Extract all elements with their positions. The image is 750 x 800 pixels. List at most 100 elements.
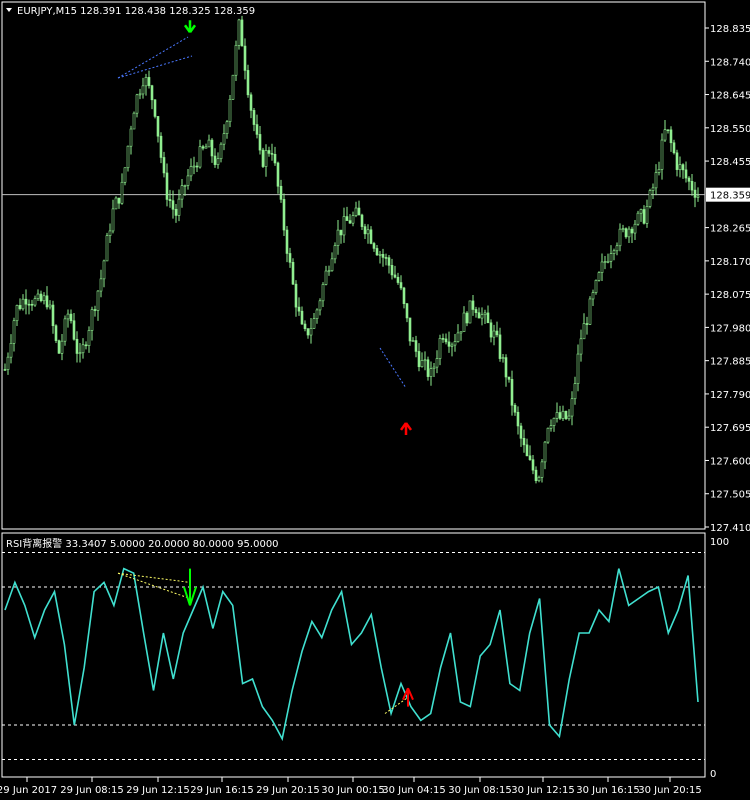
candle-body bbox=[603, 261, 607, 263]
candle-body bbox=[564, 410, 568, 420]
candle-body bbox=[237, 19, 241, 46]
candle-body bbox=[366, 229, 370, 235]
candle-body bbox=[198, 146, 202, 168]
candle-body bbox=[462, 312, 466, 332]
candle-body bbox=[534, 469, 538, 482]
candle-body bbox=[555, 412, 559, 419]
candle-body bbox=[444, 338, 448, 343]
candle-body bbox=[264, 150, 268, 167]
candle-body bbox=[669, 129, 673, 144]
candle-body bbox=[282, 199, 286, 231]
y-tick-label: 127.410 bbox=[710, 523, 750, 534]
candle-body bbox=[336, 229, 340, 246]
candle-body bbox=[441, 338, 445, 340]
y-tick-label: 127.505 bbox=[710, 490, 750, 501]
candle-body bbox=[426, 359, 430, 377]
candle-body bbox=[567, 415, 571, 420]
candle-body bbox=[3, 369, 7, 371]
collapse-triangle-icon[interactable] bbox=[6, 8, 12, 12]
candle-body bbox=[327, 270, 331, 273]
y-tick-label: 127.980 bbox=[710, 323, 750, 334]
candle-body bbox=[90, 309, 94, 331]
candle-body bbox=[33, 298, 37, 306]
candle-body bbox=[594, 280, 598, 293]
candle-body bbox=[249, 94, 253, 111]
x-tick-label: 29 Jun 20:15 bbox=[256, 785, 320, 796]
candle-body bbox=[429, 368, 433, 377]
symbol-header: EURJPY,M15 128.391 128.438 128.325 128.3… bbox=[17, 6, 255, 17]
candle-body bbox=[312, 318, 316, 329]
candle-body bbox=[294, 283, 298, 308]
candle-body bbox=[546, 427, 550, 443]
candle-body bbox=[543, 441, 547, 463]
y-tick-label: 127.600 bbox=[710, 456, 750, 467]
candle-body bbox=[504, 357, 508, 378]
x-tick-label: 30 Jun 12:15 bbox=[511, 785, 575, 796]
main-panel-frame bbox=[1, 1, 706, 530]
candle-body bbox=[147, 77, 151, 86]
candle-body bbox=[330, 258, 334, 272]
sell-arrow-icon bbox=[183, 20, 197, 33]
candle-body bbox=[30, 303, 34, 306]
candle-body bbox=[165, 172, 169, 200]
y-tick-label: 127.885 bbox=[710, 357, 750, 368]
candle-body bbox=[276, 162, 280, 187]
candle-body bbox=[273, 154, 277, 164]
candle-body bbox=[291, 262, 295, 285]
candle-body bbox=[252, 110, 256, 125]
candle-body bbox=[582, 323, 586, 340]
x-tick-label: 29 Jun 12:15 bbox=[126, 785, 190, 796]
candle-body bbox=[297, 306, 301, 312]
candle-body bbox=[609, 253, 613, 262]
candle-body bbox=[201, 146, 205, 149]
candle-body bbox=[180, 185, 184, 200]
candle-body bbox=[495, 330, 499, 336]
candle-body bbox=[516, 411, 520, 427]
candle-body bbox=[525, 444, 529, 457]
rsi-tick-top: 100 bbox=[710, 537, 729, 548]
candle-body bbox=[696, 195, 700, 198]
candle-body bbox=[153, 99, 157, 117]
candle-body bbox=[342, 216, 346, 236]
rsi-line bbox=[4, 567, 699, 742]
candle-body bbox=[114, 197, 118, 210]
candle-body bbox=[81, 344, 85, 354]
candle-body bbox=[321, 284, 325, 302]
candle-body bbox=[630, 228, 634, 234]
candle-body bbox=[48, 304, 52, 308]
candle-body bbox=[438, 338, 442, 359]
candle-body bbox=[588, 298, 592, 325]
rsi-divergence-line bbox=[384, 696, 409, 714]
candle-body bbox=[222, 133, 226, 145]
candle-body bbox=[354, 207, 358, 216]
candle-body bbox=[12, 320, 16, 344]
y-tick-label: 128.265 bbox=[710, 224, 750, 235]
candle-body bbox=[693, 189, 697, 198]
y-tick-label: 128.455 bbox=[710, 157, 750, 168]
candle-body bbox=[423, 359, 427, 362]
candle-body bbox=[549, 425, 553, 429]
candle-body bbox=[285, 229, 289, 254]
rsi-tick-bottom: 0 bbox=[710, 769, 716, 780]
candle-body bbox=[270, 153, 274, 155]
candle-body bbox=[84, 344, 88, 347]
candle-body bbox=[558, 412, 562, 419]
candle-body bbox=[498, 334, 502, 359]
x-tick-label: 30 Jun 04:15 bbox=[382, 785, 446, 796]
candle-body bbox=[447, 341, 451, 347]
x-tick-label: 29 Jun 08:15 bbox=[60, 785, 124, 796]
candle-body bbox=[681, 164, 685, 171]
candle-body bbox=[351, 215, 355, 224]
candle-body bbox=[93, 309, 97, 311]
candle-body bbox=[171, 200, 175, 210]
candle-body bbox=[267, 150, 271, 154]
candle-body bbox=[192, 165, 196, 168]
candle-body bbox=[405, 303, 409, 319]
candle-body bbox=[60, 340, 64, 354]
candle-body bbox=[393, 274, 397, 278]
candle-body bbox=[414, 340, 418, 352]
candle-body bbox=[576, 353, 580, 384]
divergence-line bbox=[379, 347, 407, 389]
candle-body bbox=[522, 438, 526, 446]
candle-body bbox=[240, 19, 244, 47]
